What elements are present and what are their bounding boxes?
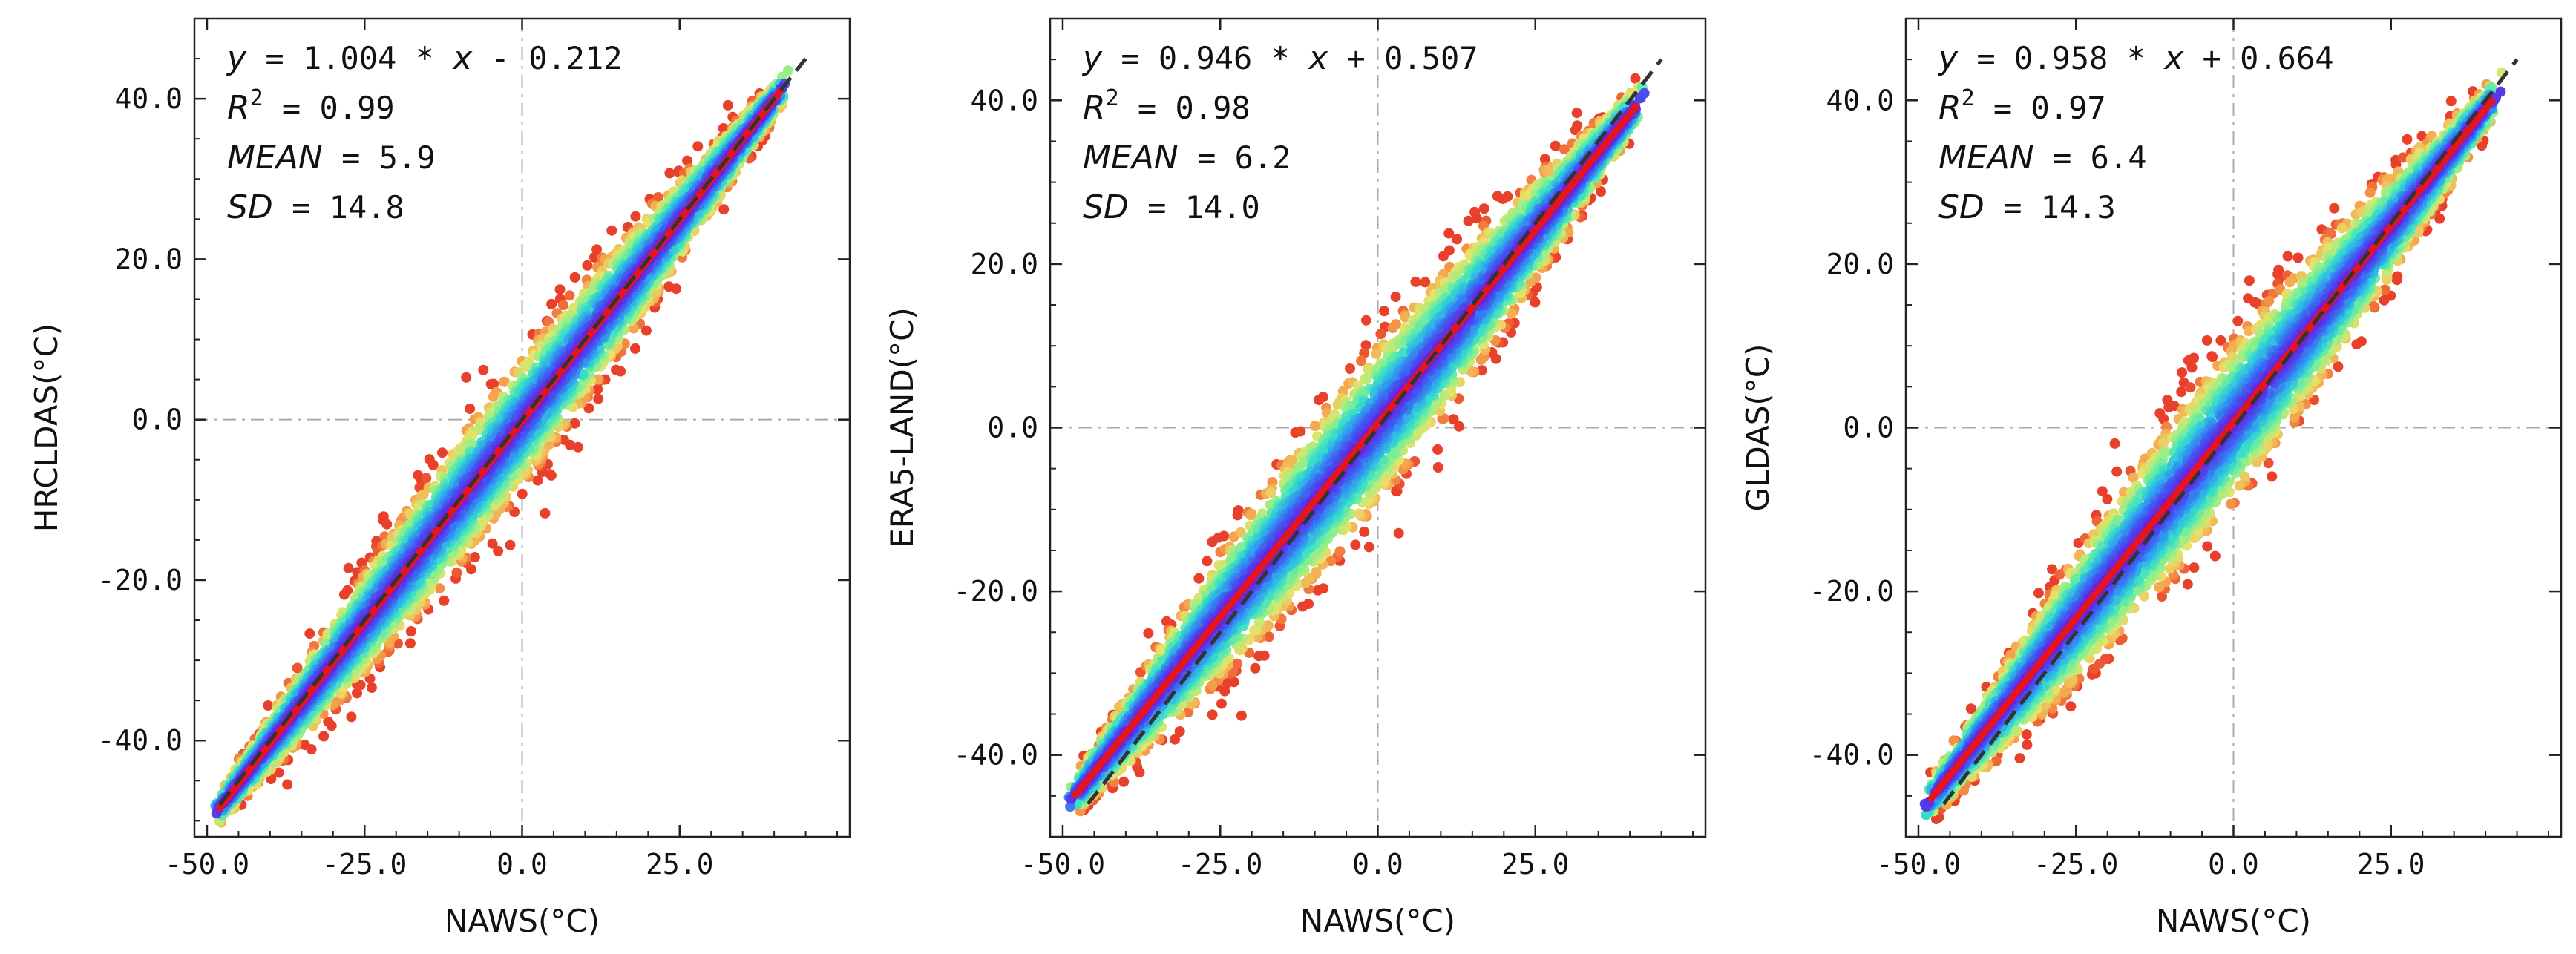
scatter-point xyxy=(304,628,315,639)
scatter-point xyxy=(378,511,389,522)
scatter-point xyxy=(569,272,580,283)
scatter-point xyxy=(782,65,793,76)
scatter-point xyxy=(478,364,489,375)
scatter-point xyxy=(485,379,496,389)
scatter-point xyxy=(583,403,594,414)
scatter-point xyxy=(465,404,476,414)
scatter-point xyxy=(346,711,357,723)
scatter-point xyxy=(565,439,576,450)
scatter-point xyxy=(416,490,427,501)
scatter-point xyxy=(427,459,439,470)
scatter-point xyxy=(615,366,626,377)
scatter-point xyxy=(593,393,604,404)
scatter-point xyxy=(343,562,354,573)
scatter-point xyxy=(532,475,543,486)
scatter-point xyxy=(379,531,390,542)
scatter-point xyxy=(663,281,675,292)
scatter-point xyxy=(439,595,450,606)
scatter-point xyxy=(467,430,478,441)
scatter-point xyxy=(630,211,641,222)
scatter-point xyxy=(326,720,337,731)
scatter-point xyxy=(342,585,353,596)
scatter-point xyxy=(540,507,551,519)
scatter-point xyxy=(582,260,593,271)
scatter-point xyxy=(282,779,293,790)
scatter-point xyxy=(558,300,568,311)
scatter-point xyxy=(366,682,377,693)
scatter-point xyxy=(273,767,284,778)
scatter-point xyxy=(630,343,640,354)
scatter-point xyxy=(352,688,362,699)
scatter-point xyxy=(404,638,416,649)
scatter-point xyxy=(640,325,652,336)
scatter-point xyxy=(355,680,366,691)
scatter-point xyxy=(545,469,556,480)
scatter-point xyxy=(487,538,498,549)
scatter-point xyxy=(469,552,480,562)
scatter-point xyxy=(589,252,600,263)
scatter-point xyxy=(456,447,468,458)
scatter-point xyxy=(434,583,445,594)
scatter-point xyxy=(546,298,557,309)
scatter-point xyxy=(591,244,603,255)
scatter-point xyxy=(692,141,704,152)
scatter-point xyxy=(306,744,317,755)
scatter-point xyxy=(405,626,416,636)
scatter-point xyxy=(461,372,472,383)
scatter-point xyxy=(493,545,504,556)
scatter-point xyxy=(381,519,393,530)
scatter-point xyxy=(318,731,330,742)
scatter-point xyxy=(521,361,532,372)
scatter-point xyxy=(573,441,583,453)
scatter-point xyxy=(404,508,416,519)
scatter-point xyxy=(592,384,603,395)
scatter-point xyxy=(437,447,448,458)
scatter-point xyxy=(722,99,733,111)
scatter-point xyxy=(491,508,502,519)
scatter-point xyxy=(517,488,528,499)
scatter-point xyxy=(421,473,432,484)
panel-1: -50.0 -25.0 0.0 25.0-40.0-20.00.020.040.0NA… xyxy=(28,17,851,939)
scatter-point xyxy=(473,424,485,435)
scatter-point xyxy=(718,204,730,215)
scatter-point xyxy=(664,168,675,179)
scatter-point xyxy=(505,539,516,550)
scatter-point xyxy=(292,662,303,674)
scatter-point xyxy=(652,192,663,203)
scatter-point xyxy=(554,284,566,295)
scatter-point xyxy=(682,155,692,166)
scatter-point xyxy=(263,700,274,711)
scatter-point xyxy=(569,418,580,429)
scatter-point xyxy=(606,225,617,236)
scatter-point xyxy=(451,567,462,578)
scatter-point xyxy=(564,290,575,301)
